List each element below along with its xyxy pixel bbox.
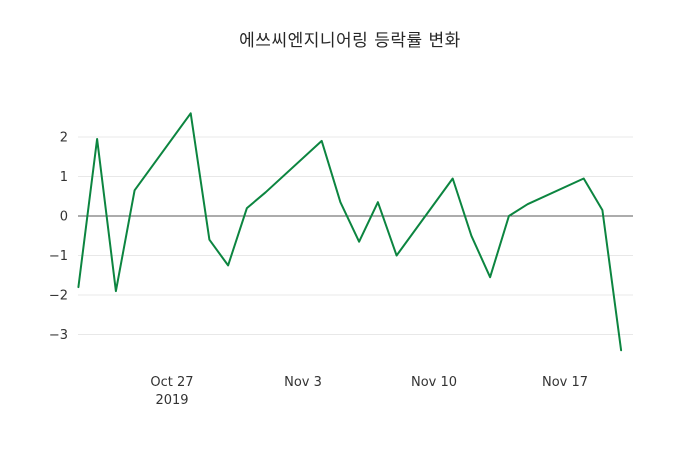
x-axis-tick-label: Nov 17 — [542, 375, 588, 390]
y-axis-tick-label: 2 — [60, 131, 68, 146]
x-axis-tick-year-label: 2019 — [155, 393, 188, 408]
y-axis-tick-label: 0 — [60, 210, 68, 225]
y-axis-tick-label: −2 — [49, 289, 68, 304]
x-axis-tick-label: Oct 27 — [150, 375, 193, 390]
price-change-rate-line — [77, 112, 623, 352]
y-axis-tick-label: 1 — [60, 170, 68, 185]
chart-title: 에쓰씨엔지니어링 등락률 변화 — [239, 31, 461, 51]
x-axis-tick-label: Nov 3 — [284, 375, 322, 390]
x-axis-tick-label: Nov 10 — [411, 375, 457, 390]
y-axis-tick-label: −3 — [49, 328, 68, 343]
y-axis-tick-label: −1 — [49, 249, 68, 264]
